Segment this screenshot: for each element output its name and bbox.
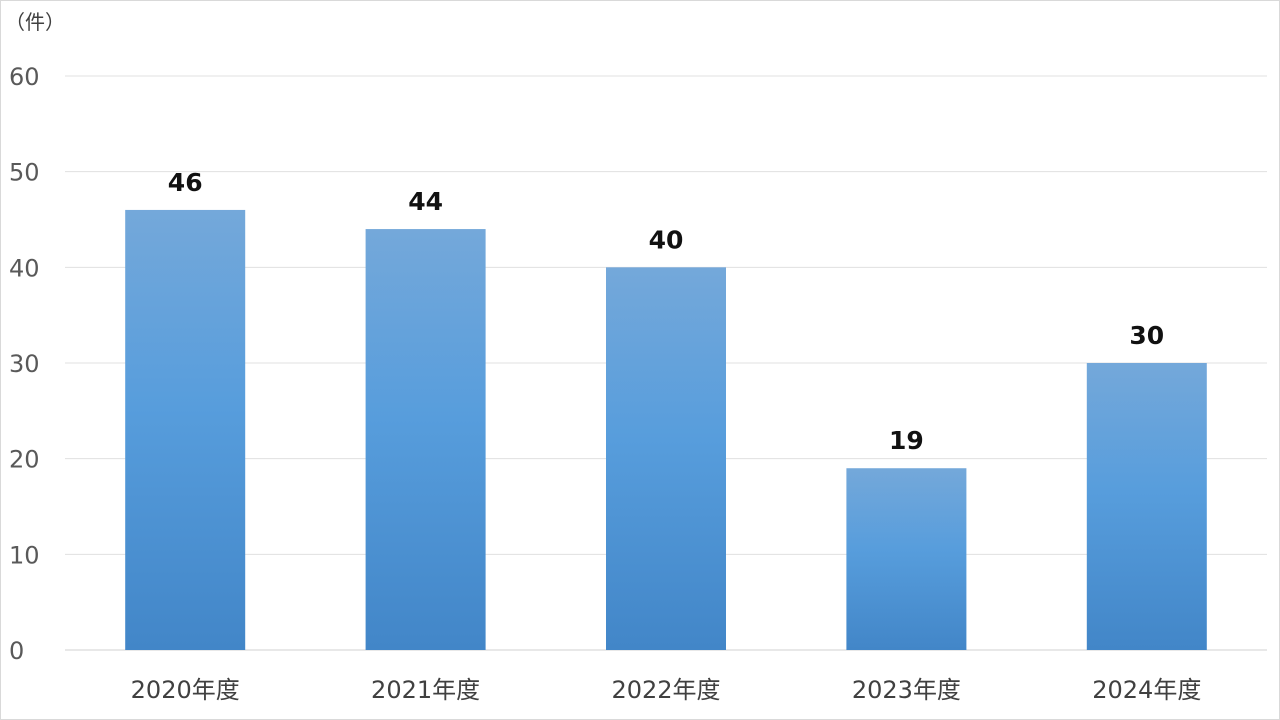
data-label: 44 bbox=[408, 187, 443, 216]
bar bbox=[606, 267, 726, 650]
bar bbox=[365, 229, 486, 651]
y-tick-label: 10 bbox=[9, 541, 40, 569]
y-tick-label: 40 bbox=[9, 254, 40, 282]
y-tick-label: 30 bbox=[9, 350, 40, 378]
x-axis-ticks: 2020年度 2021年度 2022年度 2023年度 2024年度 bbox=[131, 676, 1202, 704]
x-tick-label: 2021年度 bbox=[371, 676, 480, 704]
bar bbox=[1086, 363, 1207, 650]
y-tick-label: 20 bbox=[9, 446, 40, 474]
x-tick-label: 2024年度 bbox=[1092, 676, 1201, 704]
data-label: 19 bbox=[889, 426, 924, 455]
y-axis-ticks: 0 10 20 30 40 50 60 bbox=[9, 63, 40, 665]
y-tick-label: 0 bbox=[9, 637, 24, 665]
y-axis-unit-label: （件） bbox=[5, 10, 65, 34]
y-tick-label: 60 bbox=[9, 63, 40, 91]
bar bbox=[846, 468, 967, 650]
x-tick-label: 2023年度 bbox=[852, 676, 961, 704]
bars bbox=[125, 209, 1207, 651]
data-labels: 46 44 40 19 30 bbox=[168, 168, 1164, 455]
y-tick-label: 50 bbox=[9, 159, 40, 187]
data-label: 30 bbox=[1129, 321, 1164, 350]
x-tick-label: 2022年度 bbox=[611, 676, 720, 704]
x-tick-label: 2020年度 bbox=[131, 676, 240, 704]
data-label: 46 bbox=[168, 168, 203, 197]
bar bbox=[125, 209, 246, 650]
data-label: 40 bbox=[649, 225, 684, 254]
